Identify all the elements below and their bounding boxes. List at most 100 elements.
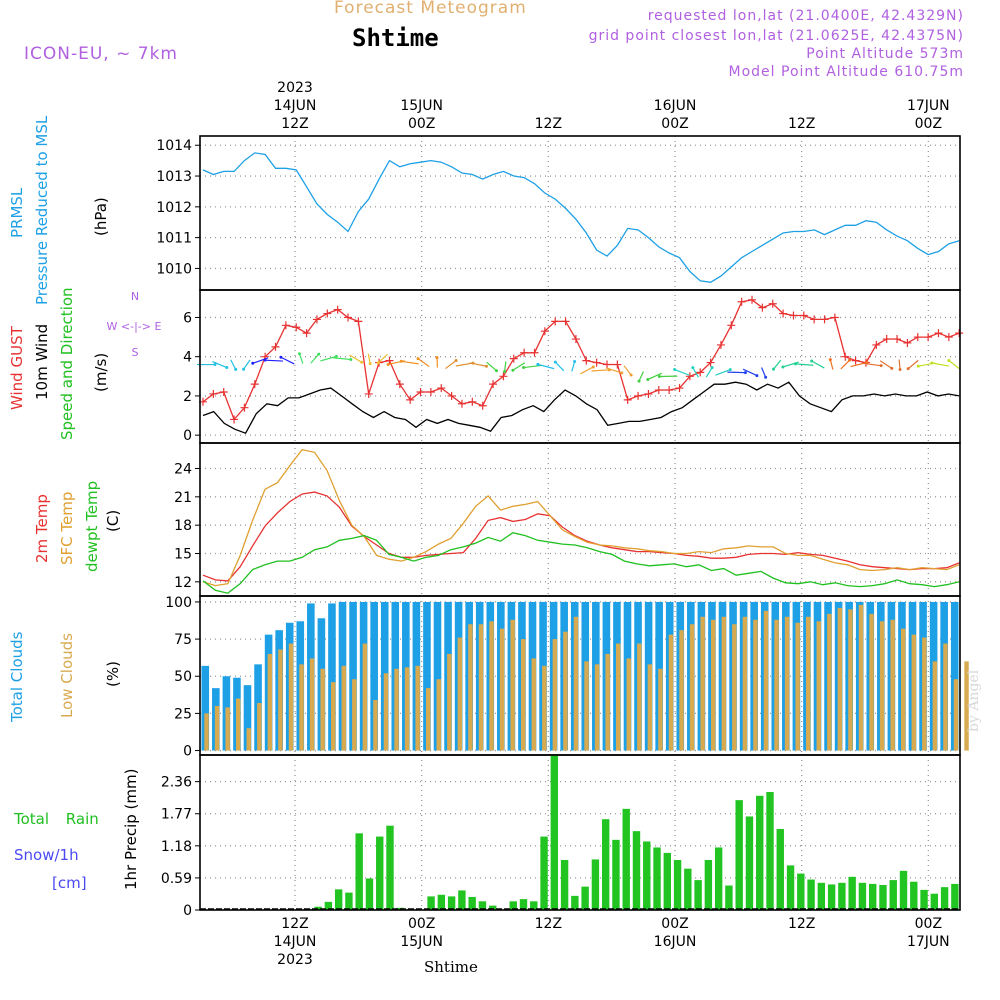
compass-north: N <box>131 290 139 303</box>
wind-arrow-head <box>511 368 515 372</box>
y-tick-label: 1013 <box>156 169 192 185</box>
y-tick-label: 1.18 <box>161 839 192 855</box>
y-tick-label: 75 <box>174 632 192 648</box>
panel-pressure: 1010 1011 1012 1013 1014 PRMSL Pressure Reduce… <box>8 115 961 305</box>
snow-unit-label: [cm] <box>52 874 87 892</box>
low-cloud-bar <box>605 653 610 751</box>
rain-bar <box>324 901 333 910</box>
low-cloud-bar <box>499 628 505 751</box>
y-tick-label: 24 <box>174 462 192 478</box>
wind-direction-arrow <box>367 353 371 364</box>
y-tick-label: 2.36 <box>161 775 192 791</box>
wind-direction-arrow <box>280 356 295 365</box>
low-cloud-bar <box>235 698 241 751</box>
gust-marker <box>571 335 580 344</box>
speed-direction-label: Speed and Direction <box>58 287 76 440</box>
wind-arrow-head <box>930 361 934 365</box>
low-cloud-bar <box>763 610 769 751</box>
wind-arrow-head <box>484 364 488 368</box>
credit-watermark: by Angel <box>966 660 994 750</box>
wind-arrow-head <box>435 356 439 360</box>
low-cloud-bar <box>278 649 283 751</box>
rain-bar <box>766 791 774 910</box>
low-cloud-bar <box>352 679 357 751</box>
low-cloud-bar <box>795 622 800 751</box>
gust-marker <box>758 303 767 312</box>
gust-marker <box>468 397 477 406</box>
gust-label: Wind GUST <box>8 325 26 410</box>
wind-arrow-head <box>691 366 695 370</box>
rain-bar <box>663 852 671 910</box>
gust-marker <box>706 358 715 367</box>
rain-bar <box>643 841 651 910</box>
wind-direction-arrow <box>554 361 565 372</box>
total-clouds-label: Total Clouds <box>8 631 26 723</box>
low-cloud-bar <box>542 665 547 751</box>
wind-arrow-head <box>848 358 852 362</box>
credit-text: by Angel <box>966 669 982 732</box>
rain-bar <box>386 825 394 910</box>
low-cloud-bar <box>383 673 389 751</box>
rain-bar <box>776 828 784 910</box>
rain-bar <box>827 884 836 910</box>
gust-marker <box>302 329 311 338</box>
gust-marker <box>820 315 829 324</box>
wind-arrow-head <box>879 364 883 368</box>
wind-direction-arrow <box>674 368 690 376</box>
wind-arrow-head <box>916 364 920 368</box>
gust-marker <box>499 372 508 381</box>
pressure-unit-label: (hPa) <box>92 197 110 236</box>
series-line-dewpt-temp <box>202 532 960 594</box>
precip-unit-label: 1hr Precip (mm) <box>122 769 140 890</box>
gust-marker <box>830 313 839 322</box>
rain-bar <box>612 839 620 910</box>
point-altitude: Point Altitude 573m <box>806 46 964 62</box>
low-cloud-bar <box>563 631 568 751</box>
rain-bar <box>704 859 713 910</box>
rain-bar <box>591 859 600 910</box>
rain-bar <box>540 836 548 910</box>
wind-arrow-head <box>368 362 372 366</box>
low-cloud-bar <box>900 628 906 751</box>
total-cloud-bar <box>201 665 210 751</box>
wind-direction-arrow <box>523 364 542 369</box>
rain-bar <box>725 885 733 910</box>
gust-marker <box>478 401 487 410</box>
low-cloud-bar <box>225 707 230 751</box>
top-time-label: 16JUN <box>654 98 697 114</box>
low-cloud-bar <box>510 619 515 751</box>
wind-direction-arrow <box>623 365 632 376</box>
low-cloud-bar <box>837 607 843 751</box>
rain-bar <box>622 808 630 910</box>
temp2m-label: 2m Temp <box>33 494 51 563</box>
gust-marker <box>934 329 943 338</box>
gust-marker <box>364 389 373 398</box>
wind-arrow-head <box>591 365 595 369</box>
wind-direction-arrow <box>333 357 351 361</box>
rain-bar <box>920 889 928 910</box>
gust-marker <box>509 354 518 363</box>
rain-bar <box>489 905 497 910</box>
wind-arrow-head <box>947 358 951 362</box>
rain-bar <box>786 865 795 910</box>
low-cloud-bar <box>478 624 484 751</box>
wind-direction-arrow <box>243 359 251 370</box>
bottom-time-label: 2023 <box>277 952 313 968</box>
series-line-2m-temp <box>202 491 960 582</box>
panel-frame <box>199 135 961 291</box>
wind-direction-arrow <box>761 367 767 378</box>
compass-south: S <box>132 346 139 359</box>
forecast-title: Forecast Meteogram <box>334 0 527 18</box>
rain-bar <box>530 901 538 910</box>
rain-bar <box>632 831 641 910</box>
gust-marker <box>250 380 259 389</box>
panel-wind: 0 2 4 6 Wind GUST 10m Wind Speed and Direction… <box>8 287 964 444</box>
wind-arrow-head <box>755 374 759 378</box>
low-cloud-bar <box>615 643 621 751</box>
wind-direction-arrow <box>298 353 304 364</box>
rain-bar <box>869 883 877 910</box>
dewpt-label: dewpt Temp <box>83 481 101 572</box>
wind-direction-arrow <box>692 367 699 378</box>
rain-bar <box>889 880 897 910</box>
rain-bar <box>653 847 661 910</box>
